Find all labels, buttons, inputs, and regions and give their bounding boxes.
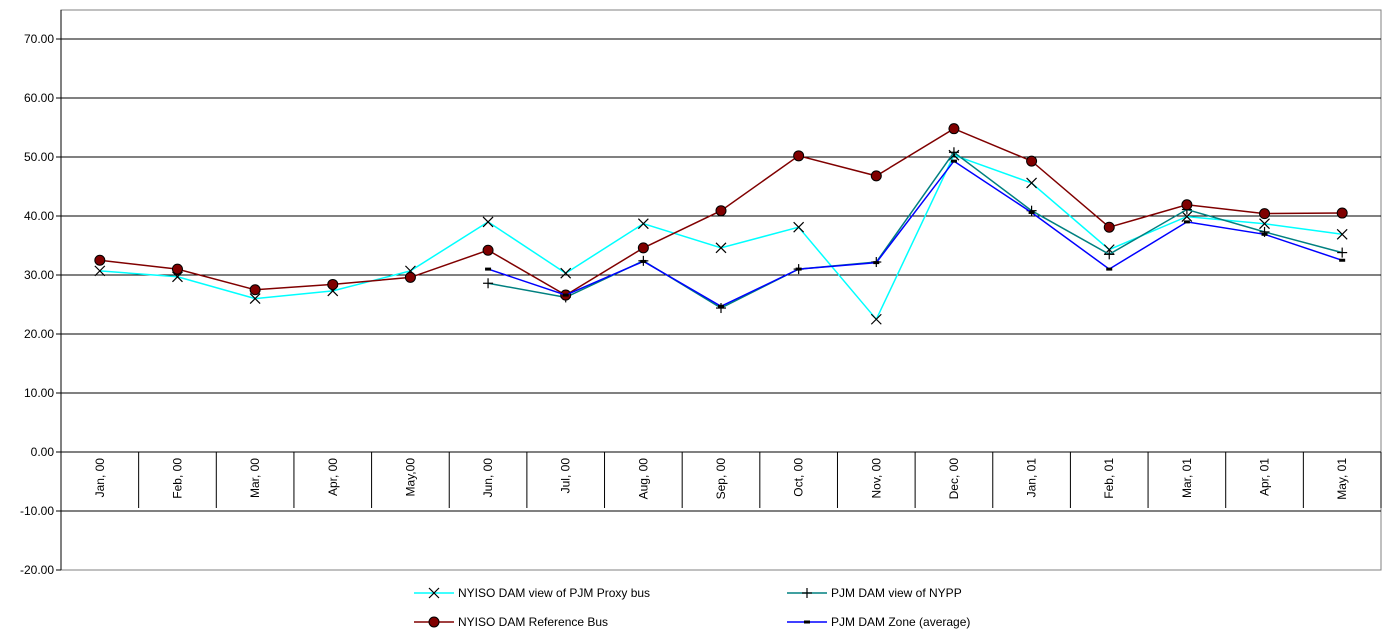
x-tick-label: Feb, 00 [170, 458, 184, 499]
y-tick-label: 0.00 [31, 445, 55, 459]
series-4-point [640, 259, 647, 263]
series-2-point [948, 147, 959, 158]
x-tick-label: Mar, 01 [1180, 458, 1194, 498]
series-4-point [1106, 267, 1113, 271]
legend-marker [804, 620, 810, 624]
series-3-point [404, 271, 416, 283]
series-4-point [718, 304, 724, 308]
series-1-point [94, 265, 106, 277]
series-3-point [948, 123, 960, 135]
legend-label: PJM DAM Zone (average) [831, 615, 970, 629]
x-tick-label: Jul, 00 [559, 458, 573, 494]
series-3-point [715, 205, 727, 217]
y-tick-label: 30.00 [24, 268, 54, 282]
y-tick-label: 40.00 [24, 209, 54, 223]
x-tick-label: Oct, 00 [792, 458, 806, 497]
legend-label: NYISO DAM Reference Bus [458, 615, 608, 629]
series-4-point [1183, 220, 1190, 224]
x-tick-label: Jan, 00 [93, 458, 107, 498]
legend-item: PJM DAM view of NYPP [787, 586, 962, 600]
series-1-point [1181, 211, 1193, 223]
series-3-point [482, 244, 494, 256]
x-tick-label: Jun, 00 [481, 458, 495, 498]
legend-label: PJM DAM view of NYPP [831, 586, 962, 600]
legend-item: PJM DAM Zone (average) [787, 615, 970, 629]
legend-marker [802, 588, 812, 598]
y-tick-label: 50.00 [24, 150, 54, 164]
series-4-point [485, 267, 492, 271]
x-tick-label: Sep, 00 [714, 458, 728, 500]
series-2-point [716, 303, 726, 314]
legend: NYISO DAM view of PJM Proxy bus PJM DAM v… [414, 586, 970, 629]
x-tick-label: Nov, 00 [869, 458, 883, 499]
series-3-point [1336, 207, 1348, 219]
legend-marker [428, 587, 440, 599]
series-4-point [1339, 258, 1346, 262]
series-1-point [560, 267, 572, 279]
x-tick-label: Apr, 01 [1258, 458, 1272, 496]
y-tick-label: -10.00 [20, 504, 54, 518]
series-3-point [1026, 155, 1038, 167]
x-tick-label: Apr, 00 [326, 458, 340, 496]
series-1-point [1259, 218, 1270, 230]
series-1-point [637, 218, 649, 230]
y-tick-label: 20.00 [24, 327, 54, 341]
x-tick-label: Mar, 00 [248, 458, 262, 498]
series-3-point [1259, 208, 1271, 220]
series-2-point [1337, 247, 1348, 258]
plot-border [60, 9, 1382, 571]
series-1-point [870, 313, 882, 325]
series-4-point [1261, 232, 1268, 236]
x-tick-label: May, 01 [1335, 458, 1349, 500]
series-1-point [1026, 177, 1038, 189]
series-1-point [249, 293, 261, 305]
legend-item: NYISO DAM Reference Bus [414, 615, 608, 629]
x-tick-label: Feb, 01 [1102, 458, 1116, 499]
series-4-point [873, 261, 880, 265]
legend-marker [428, 616, 440, 628]
series-1-point [1336, 228, 1348, 240]
series-3-point [94, 254, 106, 266]
legend-label: NYISO DAM view of PJM Proxy bus [458, 586, 650, 600]
series-3-point [637, 242, 649, 254]
series-3-point [793, 150, 805, 162]
series-3-point [1181, 199, 1193, 211]
series-1-point [715, 242, 727, 254]
series-1-point [482, 216, 494, 228]
y-tick-label: 70.00 [24, 32, 54, 46]
series-line-4 [487, 160, 1343, 308]
x-tick-label: Aug, 00 [636, 458, 650, 500]
series-2-point [483, 278, 494, 289]
series-1-point [793, 221, 805, 233]
series-4-point [795, 267, 802, 271]
series-3-point [171, 263, 183, 275]
y-tick-label: 60.00 [24, 91, 54, 105]
series-3-point [249, 284, 261, 296]
series-3-point [1103, 221, 1115, 233]
series-3-point [870, 170, 882, 182]
legend-item: NYISO DAM view of PJM Proxy bus [414, 586, 650, 600]
series-4-point [1028, 210, 1035, 214]
series-4-point [562, 293, 569, 297]
series-2-point [1104, 249, 1115, 260]
plot-area: 70.00 60.00 50.00 40.00 30.00 20.00 10.00 0.00 -… [20, 9, 1382, 577]
y-tick-label: 10.00 [24, 386, 54, 400]
series-3-point [327, 278, 339, 290]
series-4-point [950, 159, 957, 163]
x-tick-label: Dec, 00 [947, 458, 961, 500]
x-tick-label: May,00 [403, 458, 417, 497]
y-tick-label: -20.00 [20, 563, 54, 577]
x-tick-label: Jan, 01 [1025, 458, 1039, 498]
